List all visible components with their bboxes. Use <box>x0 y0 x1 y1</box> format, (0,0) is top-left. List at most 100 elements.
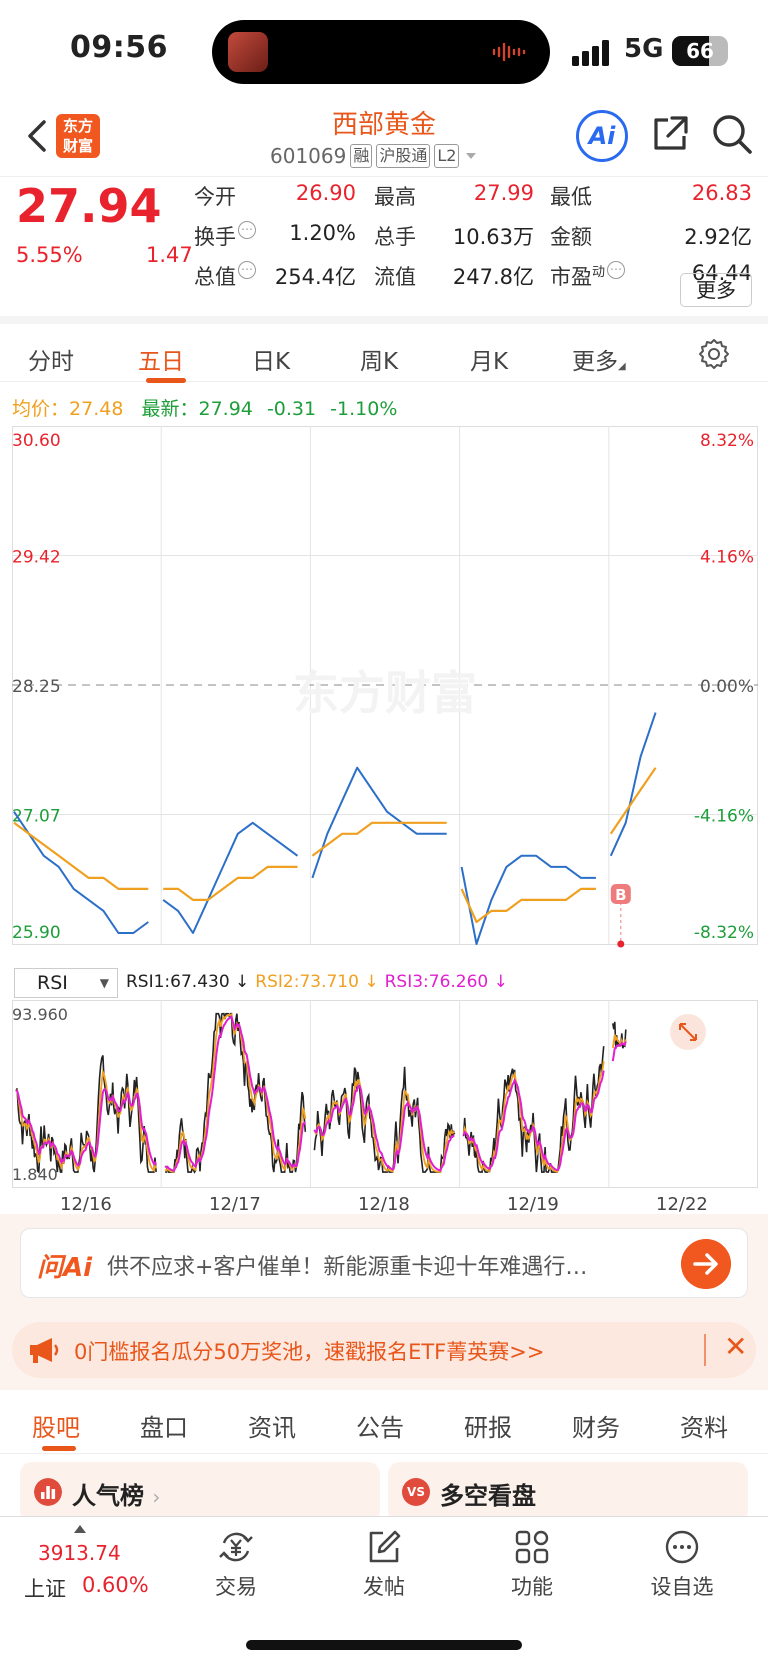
period-tabs: 分时 五日 日K 周K 月K 更多◢ <box>0 316 768 383</box>
subtab-pankou[interactable]: 盘口 <box>140 1414 188 1442</box>
x-tick-label: 12/18 <box>358 1194 410 1215</box>
index-value: 3913.74 <box>38 1541 121 1565</box>
stock-name[interactable]: 西部黄金 <box>331 110 436 140</box>
quote-label: 金额 <box>550 225 592 249</box>
nav-add-watchlist-label: 设自选 <box>650 1575 714 1599</box>
ai-banner-section: 问Ai 供不应求+客户催单！新能源重卡迎十年难遇行… <box>0 1214 768 1298</box>
quote-value: 247.8亿 <box>452 265 534 289</box>
app-logo[interactable]: 东方 财富 <box>56 114 100 158</box>
gear-icon[interactable] <box>698 338 730 370</box>
avg-price-line <box>163 865 298 901</box>
arrow-right-icon[interactable] <box>681 1239 731 1289</box>
avg-price-label: 均价： <box>12 398 70 420</box>
quote-label: 今开 <box>194 185 236 209</box>
subtab-research[interactable]: 研报 <box>464 1414 512 1442</box>
rsi2-line <box>15 1068 157 1173</box>
up-arrow-icon <box>74 1525 86 1533</box>
rsi-max-label: 93.960 <box>12 1005 68 1024</box>
x-tick-label: 12/16 <box>60 1194 112 1215</box>
five-day-price-chart[interactable]: 30.60 8.32% 29.42 4.16% 28.25 0.00% 27.07 -4.16… <box>12 426 758 964</box>
more-quote-button[interactable]: 更多 <box>680 273 752 307</box>
tab-daily-k[interactable]: 日K <box>252 349 291 375</box>
battery-fill <box>672 36 709 66</box>
indicator-select-value: RSI <box>37 972 68 994</box>
stock-header: 东方 财富 西部黄金 601069 融 沪股通 L2 Ai <box>0 100 768 176</box>
trade-marker-dot <box>617 940 625 948</box>
quote-value: 27.99 <box>473 181 534 205</box>
index-ticker[interactable]: 3913.74 上证 0.60% <box>0 1517 150 1617</box>
nav-post[interactable]: 发帖 <box>334 1529 434 1601</box>
x-tick-label: 12/22 <box>656 1194 708 1215</box>
home-indicator <box>246 1640 522 1650</box>
quote-value: 26.90 <box>295 181 356 205</box>
popularity-card[interactable]: 人气榜 › <box>20 1462 380 1522</box>
tab-weekly-k[interactable]: 周K <box>360 349 399 375</box>
long-short-card[interactable]: VS 多空看盘 <box>388 1462 748 1522</box>
share-icon[interactable] <box>650 114 690 154</box>
last-price: 27.94 <box>16 179 162 233</box>
date-axis: 12/16 12/17 12/18 12/19 12/22 <box>0 1190 768 1216</box>
nav-add-watchlist[interactable]: 设自选 <box>632 1529 732 1601</box>
battery-icon: 66 <box>672 36 728 66</box>
latest-change-pct: -1.10% <box>330 398 398 420</box>
nav-functions-label: 功能 <box>511 1575 553 1599</box>
quote-label-sup: 动 <box>592 265 606 280</box>
tag-level2: L2 <box>434 144 460 168</box>
expand-icon[interactable] <box>670 1014 706 1050</box>
feature-cards: 人气榜 › VS 多空看盘 <box>0 1456 768 1522</box>
price-line <box>13 811 149 934</box>
tag-margin: 融 <box>350 144 373 168</box>
tag-connect: 沪股通 <box>376 144 431 168</box>
rsi3-line <box>313 1084 455 1172</box>
ai-button[interactable]: Ai <box>576 110 628 162</box>
subtab-guba[interactable]: 股吧 <box>32 1414 80 1442</box>
tab-monthly-k[interactable]: 月K <box>470 349 509 375</box>
price-line <box>162 821 299 934</box>
rsi-legend-item: RSI2:73.710 ↓ <box>255 972 379 992</box>
change-amount: 1.47 <box>146 243 193 267</box>
avg-price-value: 27.48 <box>69 398 124 420</box>
change-percent: 5.55% <box>16 243 83 267</box>
y-pct-tick-label: 0.00% <box>700 677 754 697</box>
stock-code-row[interactable]: 601069 融 沪股通 L2 <box>270 144 479 168</box>
tab-more[interactable]: 更多◢ <box>572 342 626 376</box>
price-summary-line: 均价：27.48 最新：27.94 -0.31 -1.10% <box>12 394 397 421</box>
quote-panel: 27.94 5.55% 1.47 今开 26.90 最高 27.99 最低 26.83 换手… <box>0 176 768 314</box>
subtab-news[interactable]: 资讯 <box>248 1414 296 1442</box>
subtab-announcements[interactable]: 公告 <box>356 1414 404 1442</box>
y-pct-tick-label: -4.16% <box>694 807 754 827</box>
back-arrow-icon[interactable] <box>22 116 52 156</box>
quote-label[interactable]: 市盈动 ⋯ <box>550 261 626 291</box>
network-type: 5G <box>624 34 664 64</box>
y-pct-tick-label: 4.16% <box>700 548 754 568</box>
rsi-legend-item: RSI1:67.430 ↓ <box>126 972 250 992</box>
quote-label: 流值 <box>374 265 416 289</box>
corner-caret-icon: ◢ <box>618 361 626 372</box>
bar-chart-icon <box>34 1478 62 1506</box>
close-icon[interactable]: ✕ <box>724 1330 748 1363</box>
subtab-finance[interactable]: 财务 <box>572 1414 620 1442</box>
latest-price-value: 27.94 <box>198 398 253 420</box>
rsi3-line <box>15 1088 157 1167</box>
tab-five-day[interactable]: 五日 <box>138 349 184 375</box>
quote-value: 1.20% <box>289 221 356 245</box>
rsi-chart[interactable]: 93.960 1.840 <box>12 1000 758 1188</box>
price-line <box>609 712 657 857</box>
dropdown-caret-icon <box>466 153 477 159</box>
nav-trade[interactable]: 交易 <box>186 1529 286 1601</box>
quote-value: 10.63万 <box>452 225 534 249</box>
promo-divider <box>704 1334 706 1366</box>
tab-intraday[interactable]: 分时 <box>28 349 74 375</box>
rsi-legend-item: RSI3:76.260 ↓ <box>384 972 508 992</box>
y-tick-label: 25.90 <box>12 923 61 943</box>
long-short-title: 多空看盘 <box>440 1482 536 1510</box>
indicator-select[interactable]: RSI ▼ <box>14 968 118 998</box>
rsi-legend: RSI1:67.430 ↓ RSI2:73.710 ↓ RSI3:76.260 ↓ <box>126 972 514 992</box>
promo-banner[interactable]: 0门槛报名瓜分50万奖池，速戳报名ETF菁英赛>> ✕ <box>12 1322 756 1378</box>
nav-functions[interactable]: 功能 <box>482 1529 582 1601</box>
search-icon[interactable] <box>710 112 754 156</box>
quote-label[interactable]: 换手 ⋯ <box>194 221 256 251</box>
ai-question-banner[interactable]: 问Ai 供不应求+客户催单！新能源重卡迎十年难遇行… <box>20 1228 748 1298</box>
subtab-profile[interactable]: 资料 <box>680 1414 728 1442</box>
quote-label[interactable]: 总值 ⋯ <box>194 261 256 291</box>
